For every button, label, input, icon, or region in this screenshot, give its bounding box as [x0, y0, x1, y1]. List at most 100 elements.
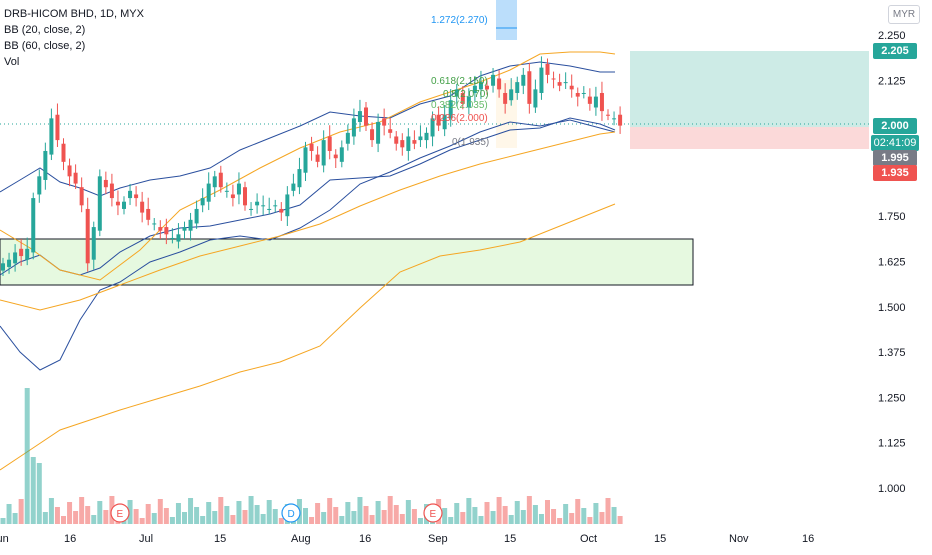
prev-close-tag: 1.995	[873, 150, 917, 166]
stop-zone[interactable]	[630, 127, 869, 149]
legend-bb20[interactable]: BB (20, close, 2)	[4, 24, 86, 36]
candle-body	[466, 96, 471, 108]
candle-body	[569, 85, 574, 90]
support-zone[interactable]	[0, 238, 694, 286]
date-tick-label: 15	[654, 533, 666, 545]
candle-body	[49, 118, 54, 155]
candle-body	[527, 71, 532, 104]
candle-body	[73, 172, 78, 184]
legend-bb60[interactable]: BB (60, close, 2)	[4, 40, 86, 52]
legend-vol[interactable]: Vol	[4, 56, 20, 68]
candle-body	[146, 208, 151, 220]
candle-body	[539, 67, 544, 93]
volume-bar	[133, 509, 139, 524]
candle-body	[194, 208, 199, 224]
candle-body	[315, 154, 320, 162]
bollinger-bands	[0, 51, 616, 471]
volume-bar	[206, 502, 212, 524]
volume-bar	[399, 514, 405, 524]
volume-bar	[538, 514, 544, 524]
volume-bar	[24, 388, 30, 524]
countdown-tag: 02:41:09	[871, 135, 919, 151]
legend-symbol[interactable]: DRB-HICOM BHD, 1D, MYX	[4, 8, 144, 20]
candle-body	[97, 176, 102, 231]
event-marker[interactable]	[423, 503, 443, 523]
candle-body	[593, 96, 598, 108]
candle-body	[460, 92, 465, 104]
volume-bar	[157, 499, 163, 524]
volume-bar	[454, 503, 460, 524]
candle-body	[85, 208, 90, 264]
volume-bar	[36, 463, 42, 524]
candle-body	[454, 89, 459, 97]
candle-body	[388, 129, 393, 133]
price-tick-label: 1.625	[878, 257, 906, 269]
volume-bar	[145, 504, 151, 524]
target-zone[interactable]	[630, 51, 869, 127]
candle-body	[261, 205, 266, 207]
candle-body	[79, 187, 84, 206]
volume-bar	[327, 498, 333, 524]
volume-bar	[321, 512, 327, 524]
volume-bar	[248, 496, 254, 524]
volume-bar	[236, 501, 242, 524]
target-price-tag: 2.205	[873, 43, 917, 59]
candle-body	[297, 169, 302, 188]
candle-body	[243, 187, 247, 206]
date-tick-label: Sep	[428, 533, 448, 545]
date-tick-label: 15	[214, 533, 226, 545]
price-tick-label: 1.375	[878, 347, 906, 359]
candle-body	[13, 252, 18, 264]
volume-bar	[605, 498, 611, 524]
event-marker[interactable]	[110, 503, 130, 523]
candle-body	[618, 114, 623, 126]
volume-bar	[387, 496, 393, 524]
volume-bar	[357, 497, 363, 524]
band-line	[0, 51, 616, 281]
event-marker-label: E	[117, 509, 124, 520]
candle-body	[164, 227, 169, 235]
volume-bar	[363, 506, 369, 524]
volume-bar	[508, 515, 514, 524]
volume-bar	[339, 516, 345, 524]
candle-body	[230, 194, 235, 199]
volume-bar	[587, 517, 593, 524]
candle-body	[339, 147, 344, 162]
volume-bar	[163, 508, 169, 524]
candle-body	[140, 201, 145, 213]
candle-body	[206, 183, 211, 202]
currency-badge[interactable]: MYR	[888, 5, 920, 24]
volume-bar	[333, 507, 339, 524]
candle-body	[533, 89, 538, 108]
candle-body	[472, 85, 477, 93]
price-tick-label: 1.500	[878, 302, 906, 314]
candle-body	[333, 154, 338, 159]
candlesticks	[1, 56, 623, 276]
volume-bar	[532, 505, 538, 524]
date-axis[interactable]: Jun 16 Jul 15 Aug 16 Sep 15 Oct 15 Nov 16	[0, 533, 814, 545]
price-axis[interactable]: 2.2502.1252.0001.8751.7501.6251.5001.375…	[878, 30, 906, 495]
volume-bar	[502, 506, 508, 524]
volume-bar	[266, 500, 272, 524]
candle-body	[55, 114, 60, 141]
candle-body	[491, 74, 496, 86]
volume-bar	[260, 514, 266, 524]
candle-body	[497, 78, 502, 90]
candle-body	[581, 92, 586, 94]
volume-bar	[315, 503, 321, 524]
candle-body	[67, 165, 72, 177]
candle-body	[218, 172, 223, 188]
fib-extension-box[interactable]	[496, 0, 517, 40]
date-tick-label: 15	[504, 533, 516, 545]
price-tick-label: 1.750	[878, 211, 906, 223]
candle-body	[376, 121, 381, 144]
band-line	[0, 61, 615, 197]
candle-body	[503, 92, 508, 104]
candle-body	[170, 237, 175, 239]
volume-bar	[303, 508, 308, 524]
event-marker[interactable]	[281, 503, 301, 523]
candle-body	[19, 248, 24, 257]
